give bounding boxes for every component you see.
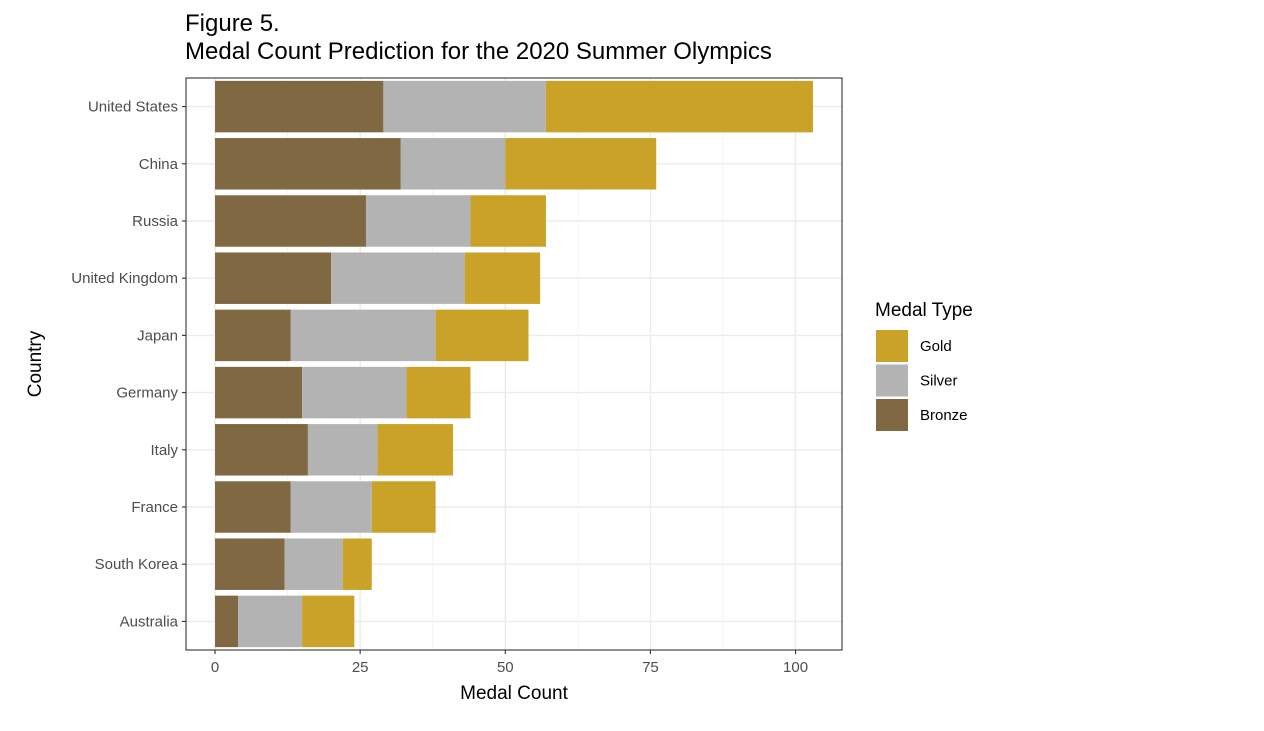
bar-silver	[307, 424, 378, 476]
y-axis-title: Country	[25, 330, 46, 397]
bar-gold	[377, 424, 454, 476]
bar-silver	[302, 366, 407, 419]
bar-gold	[406, 366, 471, 419]
y-tick-label: Russia	[132, 213, 179, 230]
x-tick-label: 50	[497, 659, 514, 676]
bar-gold	[505, 138, 657, 190]
y-tick-label: Japan	[137, 327, 178, 344]
x-tick-label: 100	[783, 659, 808, 676]
bar-bronze	[215, 80, 384, 133]
panel-border	[185, 77, 843, 651]
bar-gold	[464, 252, 541, 304]
y-tick-label: France	[131, 499, 178, 516]
y-tick-label: China	[139, 156, 179, 173]
bars	[215, 80, 813, 648]
chart-title-line-1: Figure 5.	[185, 10, 280, 37]
bar-gold	[302, 595, 355, 648]
x-tick-label: 75	[642, 659, 659, 676]
legend-key-bronze	[876, 399, 908, 431]
bar-bronze	[215, 424, 308, 476]
bar-bronze	[215, 481, 291, 533]
y-axis: United States China Russia United Kingdom Ja…	[71, 99, 186, 630]
legend-label-silver: Silver	[920, 373, 958, 390]
legend-label-gold: Gold	[920, 338, 952, 355]
bar-gold	[545, 80, 813, 133]
x-axis-title: Medal Count	[460, 683, 568, 704]
bar-bronze	[215, 366, 303, 419]
legend-key-silver	[876, 364, 908, 397]
x-axis: 0 25 50 75 100	[211, 650, 808, 676]
y-tick-label: United Kingdom	[71, 270, 178, 287]
bar-bronze	[215, 138, 401, 190]
panel-border-rect	[185, 77, 843, 651]
bar-gold	[470, 195, 546, 247]
legend-key-gold	[876, 330, 908, 362]
bar-bronze	[215, 309, 291, 362]
bar-bronze	[215, 195, 366, 247]
legend-label-bronze: Bronze	[920, 407, 968, 424]
bar-bronze	[215, 538, 285, 590]
bar-gold	[342, 538, 372, 590]
y-tick-label: Germany	[116, 385, 178, 402]
bar-silver	[284, 538, 343, 590]
bar-silver	[400, 138, 506, 190]
y-tick-label: Australia	[120, 613, 179, 630]
bar-gold	[371, 481, 436, 533]
bar-silver	[290, 481, 372, 533]
bar-gold	[435, 309, 529, 362]
bar-bronze	[215, 252, 332, 304]
chart-title-line-2: Medal Count Prediction for the 2020 Summ…	[185, 38, 772, 65]
bar-silver	[290, 309, 436, 362]
x-tick-label: 0	[211, 659, 219, 676]
y-tick-label: South Korea	[95, 556, 179, 573]
y-tick-label: Italy	[150, 442, 178, 459]
bar-silver	[331, 252, 465, 304]
bar-bronze	[215, 595, 239, 648]
x-tick-label: 25	[352, 659, 369, 676]
bar-silver	[365, 195, 471, 247]
legend-title: Medal Type	[875, 300, 973, 321]
bar-silver	[238, 595, 303, 648]
y-tick-label: United States	[88, 99, 178, 116]
bar-silver	[383, 80, 546, 133]
legend: Medal Type Gold Silver Bronze	[875, 300, 973, 431]
